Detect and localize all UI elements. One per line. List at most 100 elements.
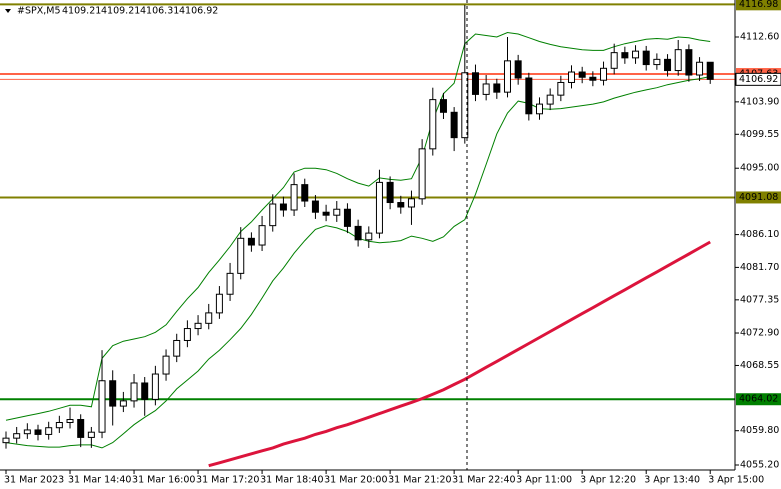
candle-body [301, 184, 309, 202]
candle-body [653, 58, 661, 66]
header-close: 4106.92 [179, 6, 218, 17]
candle-body [397, 202, 405, 208]
candle-body [632, 50, 640, 59]
candle-body [162, 355, 170, 375]
candle-body [568, 71, 576, 83]
candle-body [258, 225, 266, 246]
x-tick-label: 31 Mar 17:20 [196, 475, 259, 486]
candle-body [333, 208, 341, 216]
candle-body [439, 99, 447, 113]
overlay-line [5, 31, 711, 421]
candle-body [2, 437, 10, 444]
candle-body [600, 67, 608, 81]
x-tick-label: 31 Mar 14:40 [68, 475, 131, 486]
candle-body [664, 58, 672, 72]
candle-body [450, 111, 458, 139]
candle-body [375, 181, 383, 234]
y-tick-label: 4086.10 [740, 229, 779, 240]
header-high: 4109.21 [101, 6, 140, 17]
x-tick-label: 3 Apr 12:20 [580, 475, 636, 486]
header-open: 4109.21 [62, 6, 101, 17]
level-label-box [736, 191, 781, 204]
candle-body [215, 293, 223, 314]
candle-body [482, 83, 490, 95]
candle-body [119, 400, 127, 407]
candle-body [194, 322, 202, 330]
candle-body [311, 200, 319, 213]
y-tick-label: 4072.90 [740, 328, 779, 339]
x-tick-label: 31 Mar 16:00 [132, 475, 195, 486]
candle-body [34, 429, 42, 435]
candle-body [173, 339, 181, 357]
candle-body [130, 382, 138, 402]
candle-body [66, 419, 74, 424]
x-tick-label: 31 Mar 2023 [4, 475, 64, 486]
y-tick-label: 4068.55 [740, 360, 779, 371]
candle-body [343, 208, 351, 227]
candle-body [386, 181, 394, 204]
y-tick-label: 4103.90 [740, 96, 779, 107]
price-label-box [735, 72, 781, 86]
candle-body [269, 203, 277, 227]
x-tick-label: 3 Apr 15:00 [708, 475, 764, 486]
level-label-box [736, 393, 781, 406]
candle-body [87, 431, 95, 438]
x-tick-label: 31 Mar 21:20 [388, 475, 451, 486]
candle-body [23, 429, 31, 435]
overlay-line [208, 240, 711, 468]
candle-body [237, 237, 245, 274]
candle-body [706, 61, 714, 80]
candle-body [589, 76, 597, 81]
candle-body [503, 60, 511, 93]
x-tick-label: 31 Mar 18:40 [260, 475, 323, 486]
level-label-box [736, 0, 781, 11]
candle-body [98, 380, 106, 433]
candle-body [461, 72, 469, 139]
y-tick-label: 4081.70 [740, 262, 779, 273]
candle-body [13, 433, 21, 439]
menu-arrow [5, 9, 11, 13]
x-tick-label: 3 Apr 13:40 [644, 475, 700, 486]
candle-body [514, 60, 522, 79]
candle-body [674, 49, 682, 72]
level-label: 4091.08 [739, 192, 778, 203]
candle-body [621, 52, 629, 59]
candle-body [226, 272, 234, 295]
y-tick-label: 4095.00 [740, 163, 779, 174]
candle-body [642, 50, 650, 66]
levels [0, 3, 735, 401]
price-label: 4106.92 [739, 74, 778, 85]
x-tick-label: 31 Mar 22:40 [452, 475, 515, 486]
candle-body [493, 83, 501, 93]
candle-body [365, 232, 373, 241]
candles [2, 4, 714, 449]
candle-body [141, 382, 149, 400]
candle-body [322, 211, 330, 216]
level-label: 4064.02 [739, 394, 778, 405]
y-tick-label: 4112.60 [740, 31, 779, 42]
x-tick-label: 3 Apr 11:00 [516, 475, 572, 486]
candle-body [407, 198, 415, 208]
candle-body [45, 427, 53, 435]
header-low: 4106.31 [140, 6, 179, 17]
candle-body [578, 71, 586, 78]
candle-body [546, 94, 554, 105]
candle-body [525, 77, 533, 115]
candle-body [557, 81, 565, 96]
candle-body [471, 72, 479, 95]
candle-body [55, 422, 63, 429]
y-tick-label: 4077.35 [740, 294, 779, 305]
y-tick-label: 4099.55 [740, 129, 779, 140]
candle-body [536, 103, 543, 115]
candle-body [151, 373, 159, 400]
x-tick-label: 31 Mar 20:00 [324, 475, 387, 486]
candle-body [279, 203, 287, 211]
y-tick-label: 4055.20 [740, 460, 779, 471]
candle-body [77, 419, 85, 438]
candle-body [290, 184, 298, 211]
candle-body [109, 380, 117, 407]
candle-body [205, 312, 213, 324]
candle-body [429, 99, 437, 150]
candle-body [685, 49, 693, 76]
